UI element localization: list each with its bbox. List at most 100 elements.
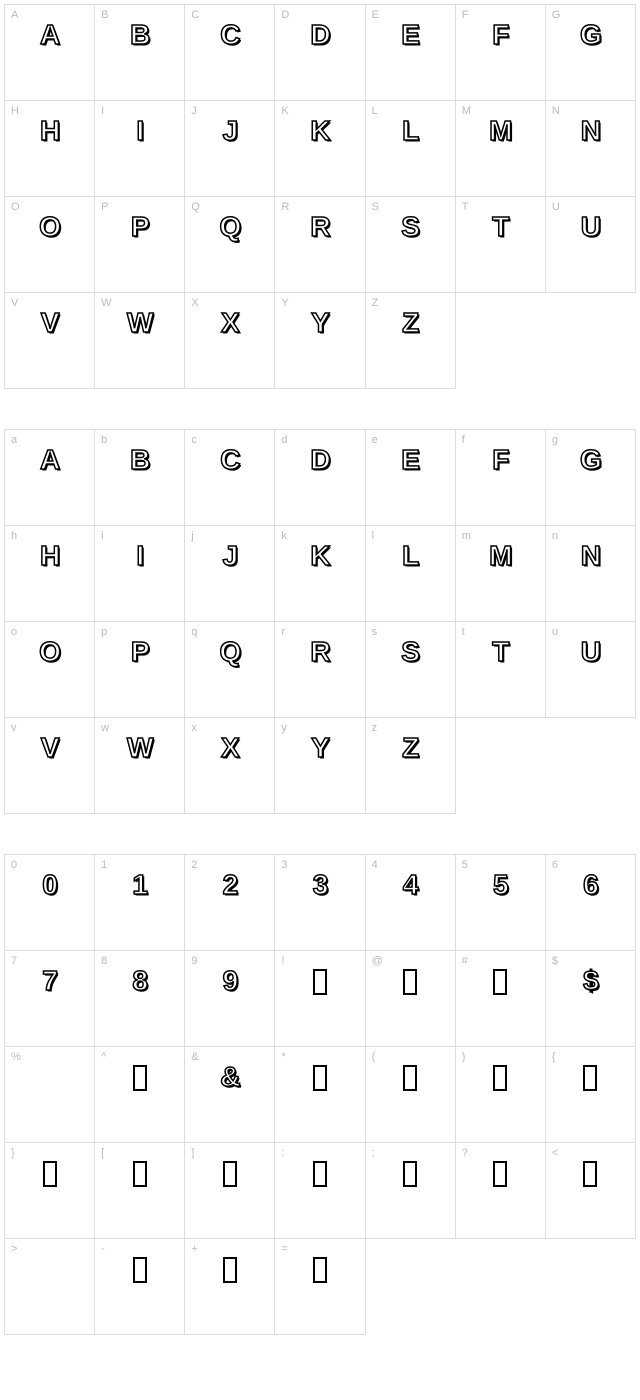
empty-cell (546, 293, 636, 389)
glyph-cell: < (546, 1143, 636, 1239)
glyph-char: W (95, 732, 184, 764)
glyph-char: Q (185, 636, 274, 668)
cell-label: ] (191, 1147, 194, 1159)
glyph-char: J (185, 115, 274, 147)
glyph-char: F (456, 19, 545, 51)
glyph-placeholder-box (313, 969, 327, 995)
glyph-char: P (95, 211, 184, 243)
cell-label: - (101, 1243, 105, 1255)
block-numbers-symbols: 00112233445566778899!@#$$%^&&*(){}[]:;?<… (4, 854, 636, 1335)
glyph-char: B (95, 19, 184, 51)
glyph-char: R (275, 636, 364, 668)
glyph-char: 2 (185, 869, 274, 901)
glyph-cell: ! (275, 951, 365, 1047)
cell-label: } (11, 1147, 15, 1159)
glyph-placeholder-box (493, 969, 507, 995)
glyph-cell: wW (95, 718, 185, 814)
glyph-placeholder-box (133, 1257, 147, 1283)
glyph-placeholder-box (223, 1257, 237, 1283)
glyph-char: H (5, 540, 94, 572)
glyph-char: C (185, 444, 274, 476)
cell-label: @ (372, 955, 383, 967)
cell-label: = (281, 1243, 287, 1255)
glyph-cell: oO (5, 622, 95, 718)
glyph-char: L (366, 540, 455, 572)
glyph-cell: cC (185, 430, 275, 526)
glyph-char: A (5, 19, 94, 51)
glyph-char: X (185, 307, 274, 339)
glyph-cell: XX (185, 293, 275, 389)
glyph-cell: vV (5, 718, 95, 814)
glyph-cell: pP (95, 622, 185, 718)
glyph-char: U (546, 211, 635, 243)
glyph-char: G (546, 444, 635, 476)
empty-cell (456, 1239, 546, 1335)
glyph-placeholder-box (133, 1161, 147, 1187)
glyph-placeholder-box (403, 969, 417, 995)
glyph-cell: EE (366, 5, 456, 101)
glyph-cell: ^ (95, 1047, 185, 1143)
glyph-cell: tT (456, 622, 546, 718)
glyph-char: 6 (546, 869, 635, 901)
glyph-cell: zZ (366, 718, 456, 814)
glyph-char: 4 (366, 869, 455, 901)
glyph-cell: KK (275, 101, 365, 197)
glyph-char: N (546, 540, 635, 572)
glyph-cell: ) (456, 1047, 546, 1143)
empty-cell (546, 1239, 636, 1335)
glyph-cell: WW (95, 293, 185, 389)
glyph-cell: GG (546, 5, 636, 101)
glyph-cell: CC (185, 5, 275, 101)
glyph-cell: * (275, 1047, 365, 1143)
glyph-cell: II (95, 101, 185, 197)
glyph-char: Z (366, 732, 455, 764)
glyph-cell: 66 (546, 855, 636, 951)
glyph-cell: qQ (185, 622, 275, 718)
glyph-char: O (5, 211, 94, 243)
cell-label: * (281, 1051, 285, 1063)
glyph-cell: MM (456, 101, 546, 197)
cell-label: ? (462, 1147, 468, 1159)
glyph-char: E (366, 444, 455, 476)
glyph-char: S (366, 636, 455, 668)
glyph-char: G (546, 19, 635, 51)
cell-label: { (552, 1051, 556, 1063)
glyph-placeholder-box (403, 1065, 417, 1091)
glyph-cell: 22 (185, 855, 275, 951)
glyph-cell: gG (546, 430, 636, 526)
glyph-char: B (95, 444, 184, 476)
glyph-cell: RR (275, 197, 365, 293)
glyph-char: L (366, 115, 455, 147)
cell-label: < (552, 1147, 558, 1159)
glyph-cell: VV (5, 293, 95, 389)
glyph-cell: 99 (185, 951, 275, 1047)
glyph-cell: [ (95, 1143, 185, 1239)
block-lowercase: aAbBcCdDeEfFgGhHiIjJkKlLmMnNoOpPqQrRsStT… (4, 429, 636, 814)
glyph-char: D (275, 444, 364, 476)
glyph-cell: $$ (546, 951, 636, 1047)
glyph-cell: QQ (185, 197, 275, 293)
cell-label: ; (372, 1147, 375, 1159)
glyph-char: H (5, 115, 94, 147)
glyph-cell: lL (366, 526, 456, 622)
glyph-cell: FF (456, 5, 546, 101)
glyph-cell: - (95, 1239, 185, 1335)
empty-cell (366, 1239, 456, 1335)
glyph-grid: 00112233445566778899!@#$$%^&&*(){}[]:;?<… (4, 854, 636, 1335)
glyph-char: T (456, 636, 545, 668)
cell-label: ! (281, 955, 284, 967)
glyph-cell: ] (185, 1143, 275, 1239)
glyph-cell: eE (366, 430, 456, 526)
glyph-cell: OO (5, 197, 95, 293)
glyph-cell: PP (95, 197, 185, 293)
glyph-char: 3 (275, 869, 364, 901)
glyph-grid: aAbBcCdDeEfFgGhHiIjJkKlLmMnNoOpPqQrRsStT… (4, 429, 636, 814)
glyph-char: 9 (185, 965, 274, 997)
cell-label: + (191, 1243, 197, 1255)
block-uppercase: AABBCCDDEEFFGGHHIIJJKKLLMMNNOOPPQQRRSSTT… (4, 4, 636, 389)
glyph-placeholder-box (583, 1065, 597, 1091)
glyph-char: I (95, 540, 184, 572)
glyph-cell: UU (546, 197, 636, 293)
glyph-cell: 77 (5, 951, 95, 1047)
glyph-cell: TT (456, 197, 546, 293)
